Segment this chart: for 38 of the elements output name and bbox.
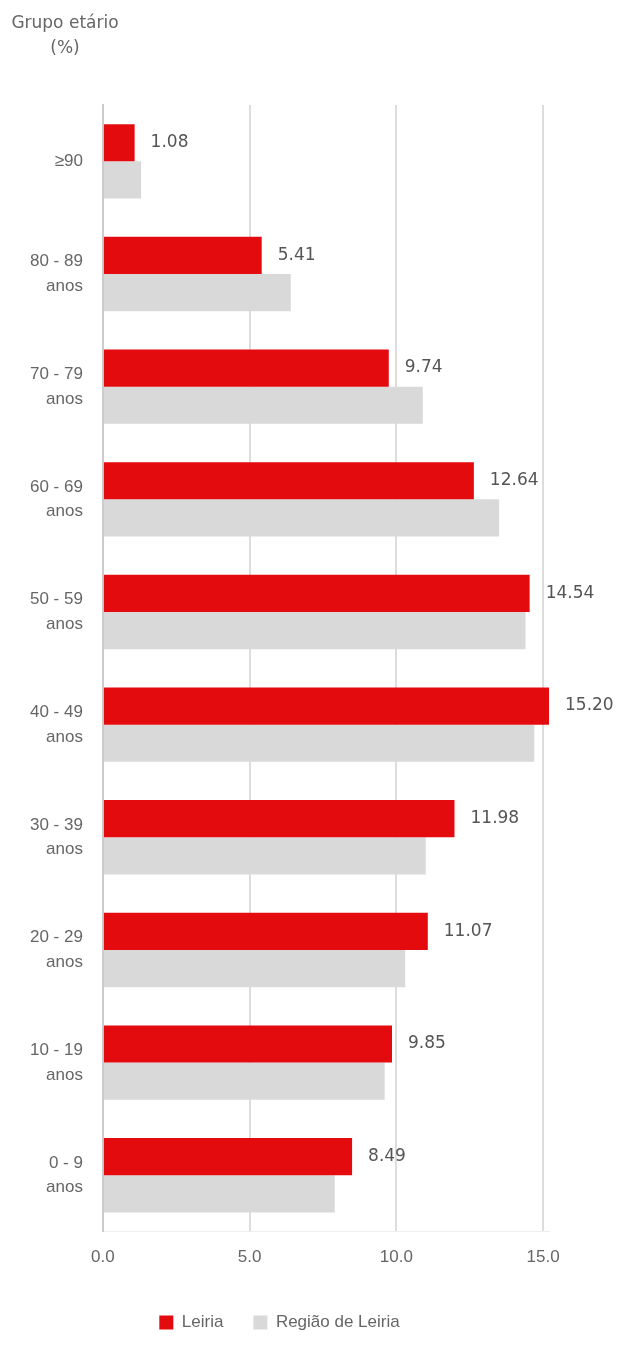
- bar: [103, 800, 455, 838]
- x-tick-label: 10.0: [379, 1247, 413, 1267]
- bar: [103, 124, 135, 162]
- y-axis-title: Grupo etário (%): [10, 11, 120, 59]
- bar: [103, 574, 530, 612]
- x-tick-label: 0.0: [91, 1247, 115, 1267]
- y-tick-label: 60 - 69 anos: [29, 476, 83, 521]
- bar: [103, 1025, 392, 1063]
- y-tick-label: 20 - 29 anos: [29, 927, 83, 971]
- data-label: 8.49: [368, 1145, 406, 1166]
- y-tick-label: ≥90: [54, 151, 83, 171]
- y-tick-label: 0 - 9 anos: [46, 1152, 83, 1197]
- legend-label: Região de Leiria: [275, 1312, 401, 1332]
- y-tick-label: 10 - 19 anos: [29, 1039, 83, 1084]
- data-label: 9.85: [407, 1032, 446, 1053]
- bar: [103, 912, 428, 950]
- data-label: 14.54: [545, 581, 595, 602]
- data-label: 5.41: [277, 243, 316, 264]
- data-label: 1.08: [150, 131, 189, 152]
- data-label: 12.64: [489, 469, 539, 490]
- bar: [103, 236, 262, 274]
- bar: [103, 687, 549, 725]
- data-label: 11.07: [443, 919, 493, 940]
- y-tick-label: 30 - 39 anos: [29, 814, 83, 859]
- legend-label: Leiria: [181, 1312, 224, 1332]
- bar: [103, 1138, 353, 1176]
- y-tick-label: 40 - 49 anos: [29, 701, 83, 746]
- x-tick-label: 15.0: [526, 1247, 560, 1267]
- data-label: 9.74: [404, 356, 443, 377]
- y-tick-label: 50 - 59 anos: [29, 589, 83, 633]
- bar: [103, 161, 142, 199]
- bar: [103, 349, 389, 387]
- data-label: 15.20: [565, 694, 614, 715]
- y-tick-label: 70 - 79 anos: [29, 364, 83, 408]
- y-tick-label: 80 - 89 anos: [29, 251, 83, 295]
- bar: [103, 462, 474, 500]
- data-label: 11.98: [470, 807, 520, 828]
- x-tick-label: 5.0: [237, 1247, 262, 1267]
